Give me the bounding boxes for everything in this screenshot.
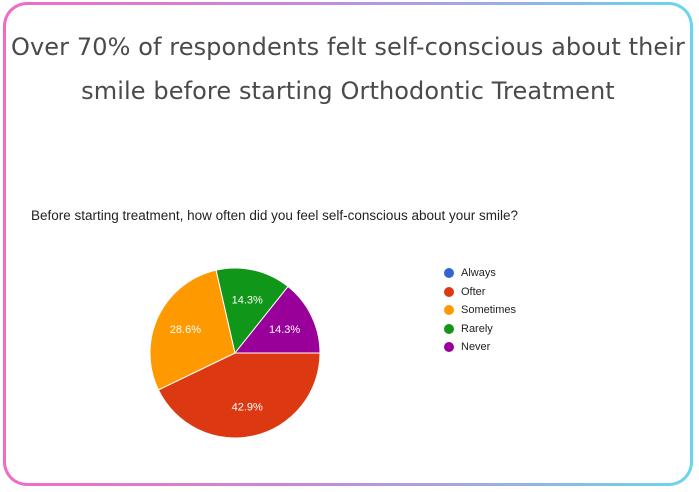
legend-swatch-ofter (444, 286, 454, 297)
pie-slice-rarely[interactable] (215, 267, 289, 355)
pie-slice-sometimes[interactable] (149, 269, 236, 391)
legend-label-sometimes: Sometimes (461, 304, 517, 317)
legend: Always Ofter Sometimes Rarely Never (444, 264, 516, 357)
card-border: Over 70% of respondents felt self-consci… (3, 2, 693, 486)
legend-label-always: Always (461, 267, 496, 280)
legend-item-never[interactable]: Never (444, 338, 516, 357)
chart-title: Before starting treatment, how often did… (31, 208, 519, 223)
pie-slice-ofter[interactable] (157, 352, 321, 439)
legend-label-ofter: Ofter (461, 285, 486, 298)
legend-item-sometimes[interactable]: Sometimes (444, 301, 516, 320)
legend-swatch-sometimes (444, 305, 454, 316)
legend-label-rarely: Rarely (461, 322, 493, 335)
legend-swatch-never (444, 342, 454, 353)
pie-slice-never[interactable] (233, 285, 321, 354)
pie-label-never: 14.3% (269, 324, 300, 336)
legend-item-rarely[interactable]: Rarely (444, 320, 516, 339)
pie-label-sometimes: 28.6% (170, 324, 201, 336)
headline-line-1: Over 70% of respondents felt self-consci… (10, 33, 686, 61)
legend-label-never: Never (461, 341, 491, 354)
legend-swatch-rarely (444, 323, 454, 334)
pie-label-rarely: 14.3% (232, 294, 263, 306)
headline: Over 70% of respondents felt self-consci… (6, 25, 690, 113)
chart-card: Over 70% of respondents felt self-consci… (6, 5, 690, 483)
pie-label-ofter: 42.9% (232, 402, 263, 414)
headline-line-2: smile before starting Orthodontic Treatm… (81, 77, 615, 105)
legend-item-always[interactable]: Always (444, 264, 516, 283)
legend-item-ofter[interactable]: Ofter (444, 283, 516, 302)
legend-swatch-always (444, 268, 454, 279)
